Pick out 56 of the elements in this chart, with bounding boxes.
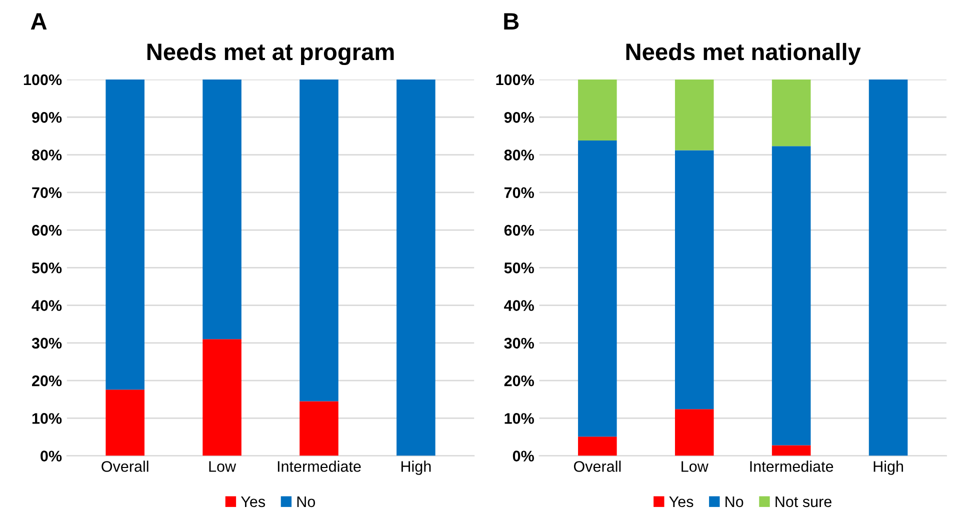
y-tick-label: 40% [32,300,62,311]
x-tick-label: Low [209,461,236,472]
y-tick-label: 20% [32,375,62,386]
y-tick-label: 30% [504,338,534,349]
bar [772,80,811,146]
bar [868,80,908,456]
chart-title: Needs met at program [147,42,394,66]
chart-title: Needs met nationally [626,42,861,65]
bar [396,80,436,456]
x-tick-label: Low [682,461,708,472]
text: B [504,13,519,30]
x-tick-label: Overall [574,460,621,472]
bar [106,390,144,456]
y-tick-label: 40% [504,300,534,311]
bar [300,401,338,456]
y-tick-label: 0% [40,450,62,462]
legend-label: Not sure [776,496,832,508]
y-tick-label: 90% [32,112,62,123]
y-tick-label: 80% [32,150,62,160]
bar [578,140,617,437]
x-tick-label: High [874,460,903,475]
bar [202,80,242,340]
x-tick-label: High [401,460,431,475]
y-tick-label: 20% [504,375,534,386]
legend-label: No [297,496,316,508]
y-tick-label: 30% [32,338,62,349]
y-tick-label: 50% [32,262,62,274]
y-tick-label: 100% [24,74,62,86]
bar [578,436,617,456]
x-tick-label: Overall [102,460,148,472]
legend-label: Yes [240,496,266,508]
bar [578,80,617,140]
bar [674,409,714,456]
y-tick-label: 60% [32,224,62,236]
y-tick-label: 90% [504,112,534,123]
y-tick-label: 10% [504,413,534,424]
legend-label: No [726,496,744,508]
bar [300,80,338,402]
y-tick-label: 60% [504,224,534,236]
y-tick-label: 80% [504,150,534,160]
y-tick-label: 0% [512,450,534,462]
bar [674,150,714,410]
bar [772,146,811,446]
legend-label: Yes [669,496,694,508]
y-tick-label: 50% [504,262,534,274]
x-tick-label: Intermediate [278,460,361,472]
y-tick-label: 10% [32,413,62,424]
bar [772,445,811,456]
bar [106,80,144,390]
y-tick-label: 70% [504,187,534,198]
text: A [30,13,47,30]
bar [202,339,242,456]
y-tick-label: 100% [496,74,534,86]
bar [674,80,714,150]
y-tick-label: 70% [32,187,62,198]
x-tick-label: Intermediate [750,460,834,472]
